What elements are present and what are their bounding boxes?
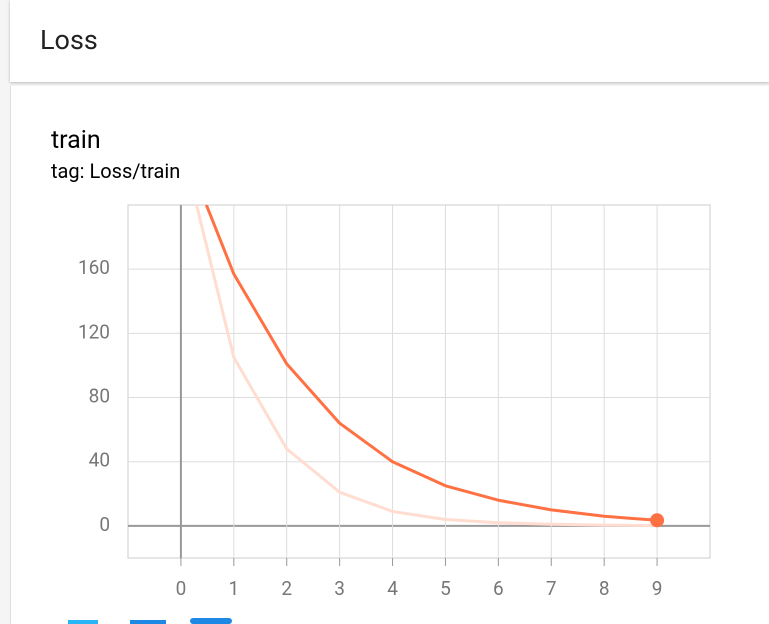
x-tick-label: 1: [228, 577, 239, 600]
icon[interactable]: [190, 618, 232, 624]
icon[interactable]: [68, 620, 98, 624]
x-tick-label: 5: [440, 577, 451, 600]
plot-area: [195, 205, 658, 528]
x-tick-label: 7: [546, 577, 557, 600]
x-tick-label: 6: [493, 577, 504, 600]
y-tick-label: 120: [78, 320, 110, 343]
series-line: [195, 205, 658, 528]
x-tick-label: 2: [281, 577, 292, 600]
y-tick-label: 0: [99, 513, 110, 536]
icon[interactable]: [130, 620, 166, 624]
card-subtitle: tag: Loss/train: [51, 159, 181, 183]
y-tick-label: 80: [89, 385, 110, 408]
x-tick-label: 9: [652, 577, 663, 600]
card: train tag: Loss/train: [10, 86, 769, 624]
x-tick-label: 4: [387, 577, 398, 600]
x-tick-label: 0: [176, 577, 187, 600]
y-tick-label: 160: [78, 256, 110, 279]
plot-border: [127, 204, 711, 559]
last-point: [650, 513, 665, 528]
header: Loss: [10, 0, 769, 82]
header-title: Loss: [40, 24, 98, 56]
x-tick-label: 3: [334, 577, 345, 600]
y-tick-label: 40: [89, 449, 110, 472]
series-line: [204, 205, 658, 522]
card-title: train: [51, 126, 101, 155]
x-tick-label: 8: [599, 577, 610, 600]
